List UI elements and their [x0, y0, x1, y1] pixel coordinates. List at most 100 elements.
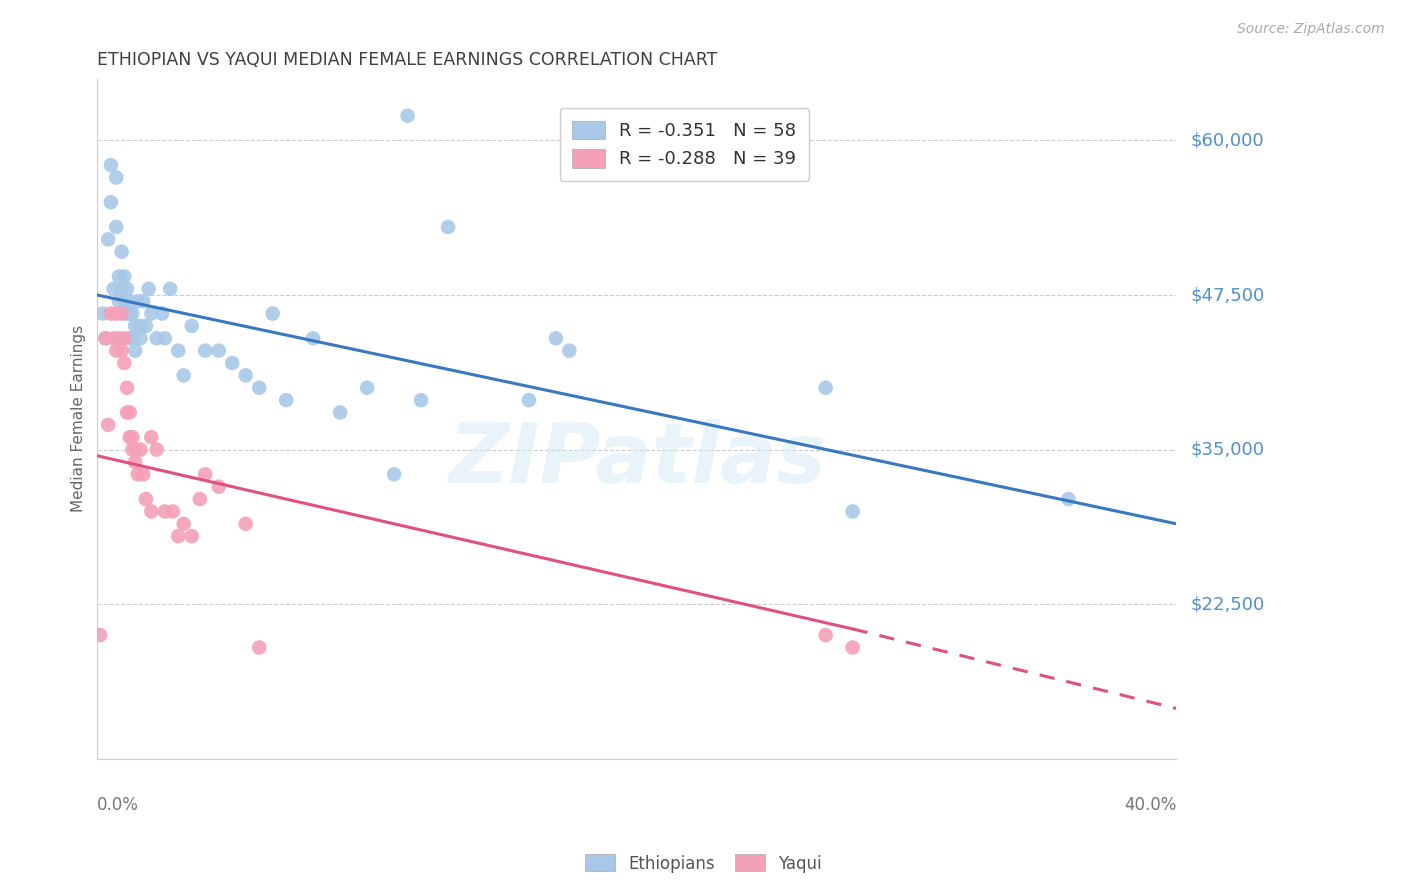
- Point: [108, 331, 131, 345]
- Point: [194, 467, 217, 482]
- Point: [159, 282, 181, 296]
- Point: [105, 170, 128, 185]
- Point: [382, 467, 405, 482]
- Point: [1057, 491, 1080, 506]
- Point: [173, 516, 195, 531]
- Point: [112, 269, 135, 284]
- Text: 40.0%: 40.0%: [1123, 797, 1177, 814]
- Text: ZIPatlas: ZIPatlas: [449, 419, 825, 500]
- Point: [262, 307, 284, 321]
- Point: [111, 307, 134, 321]
- Point: [188, 491, 211, 506]
- Point: [141, 504, 163, 518]
- Point: [132, 294, 155, 309]
- Point: [129, 442, 152, 457]
- Point: [276, 393, 298, 408]
- Text: $22,500: $22,500: [1191, 595, 1264, 613]
- Point: [103, 282, 125, 296]
- Point: [517, 393, 540, 408]
- Point: [141, 430, 163, 444]
- Point: [111, 244, 134, 259]
- Point: [124, 455, 146, 469]
- Point: [145, 442, 167, 457]
- Point: [91, 307, 114, 321]
- Point: [115, 381, 138, 395]
- Point: [329, 405, 352, 419]
- Point: [180, 529, 202, 543]
- Point: [111, 282, 134, 296]
- Point: [94, 331, 117, 345]
- Point: [127, 294, 149, 309]
- Text: ETHIOPIAN VS YAQUI MEDIAN FEMALE EARNINGS CORRELATION CHART: ETHIOPIAN VS YAQUI MEDIAN FEMALE EARNING…: [97, 51, 717, 69]
- Point: [121, 442, 143, 457]
- Point: [124, 318, 146, 333]
- Point: [135, 491, 157, 506]
- Text: $60,000: $60,000: [1191, 131, 1264, 149]
- Point: [437, 219, 460, 234]
- Point: [235, 516, 257, 531]
- Text: Source: ZipAtlas.com: Source: ZipAtlas.com: [1237, 22, 1385, 37]
- Point: [150, 307, 173, 321]
- Point: [124, 442, 146, 457]
- Point: [141, 307, 163, 321]
- Point: [112, 294, 135, 309]
- Legend: Ethiopians, Yaqui: Ethiopians, Yaqui: [578, 847, 828, 880]
- Point: [302, 331, 325, 345]
- Point: [100, 195, 122, 210]
- Point: [145, 331, 167, 345]
- Point: [100, 307, 122, 321]
- Point: [94, 331, 117, 345]
- Point: [173, 368, 195, 383]
- Point: [814, 381, 837, 395]
- Point: [124, 343, 146, 358]
- Point: [108, 294, 131, 309]
- Point: [814, 628, 837, 642]
- Point: [121, 430, 143, 444]
- Point: [112, 331, 135, 345]
- Point: [118, 405, 141, 419]
- Point: [111, 343, 134, 358]
- Point: [115, 282, 138, 296]
- Point: [135, 318, 157, 333]
- Point: [121, 307, 143, 321]
- Point: [153, 331, 176, 345]
- Point: [396, 109, 419, 123]
- Point: [221, 356, 243, 370]
- Point: [558, 343, 581, 358]
- Point: [118, 430, 141, 444]
- Point: [235, 368, 257, 383]
- Point: [208, 480, 231, 494]
- Point: [121, 331, 143, 345]
- Point: [118, 307, 141, 321]
- Text: $47,500: $47,500: [1191, 286, 1264, 304]
- Point: [100, 158, 122, 172]
- Point: [118, 294, 141, 309]
- Point: [89, 628, 111, 642]
- Point: [127, 467, 149, 482]
- Point: [129, 318, 152, 333]
- Point: [129, 331, 152, 345]
- Point: [356, 381, 378, 395]
- Point: [138, 282, 160, 296]
- Point: [194, 343, 217, 358]
- Point: [208, 343, 231, 358]
- Point: [247, 640, 270, 655]
- Point: [841, 504, 863, 518]
- Point: [112, 356, 135, 370]
- Point: [162, 504, 184, 518]
- Point: [97, 232, 120, 246]
- Point: [132, 467, 155, 482]
- Point: [167, 529, 190, 543]
- Point: [409, 393, 432, 408]
- Point: [105, 343, 128, 358]
- Point: [108, 269, 131, 284]
- Point: [105, 219, 128, 234]
- Point: [112, 307, 135, 321]
- Point: [97, 417, 120, 432]
- Point: [115, 405, 138, 419]
- Point: [247, 381, 270, 395]
- Point: [115, 307, 138, 321]
- Point: [118, 331, 141, 345]
- Point: [105, 307, 128, 321]
- Point: [841, 640, 863, 655]
